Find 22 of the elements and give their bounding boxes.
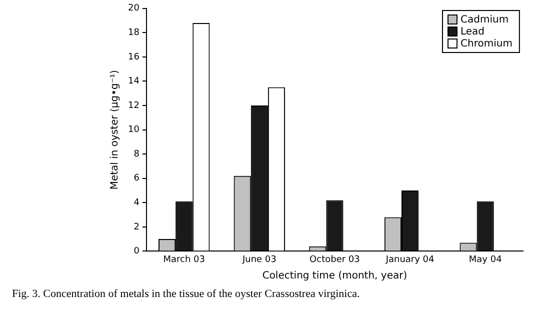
x-axis-title: Colecting time (month, year) [262, 270, 408, 282]
y-tick-label: 20 [128, 4, 140, 14]
y-tick-label: 0 [134, 246, 140, 257]
x-tick-label: October 03 [310, 254, 360, 265]
y-tick-label: 6 [134, 174, 140, 184]
x-tick-label: January 04 [384, 254, 435, 265]
y-tick-label: 4 [134, 198, 140, 208]
y-tick-label: 16 [128, 52, 140, 62]
x-tick-label: June 03 [241, 254, 276, 265]
y-tick-label: 12 [128, 100, 140, 111]
caption: Fig. 3. Concentration of metals in the tissue of the oyster Crassostrea virginica. [12, 288, 361, 300]
x-tick-label: March 03 [163, 254, 205, 265]
y-axis-title: Metal in oyster (µg•g⁻¹) [110, 70, 121, 190]
legend-label: Lead [460, 26, 485, 38]
x-tick-label: May 04 [468, 254, 502, 265]
y-tick-label: 14 [128, 76, 140, 87]
y-tick-label: 10 [128, 125, 140, 136]
y-tick-label: 2 [134, 222, 140, 232]
y-tick-label: 18 [128, 28, 140, 38]
legend-label: Cadmium [460, 14, 509, 26]
legend-label: Chromium [460, 38, 512, 50]
y-tick-label: 8 [134, 149, 140, 160]
